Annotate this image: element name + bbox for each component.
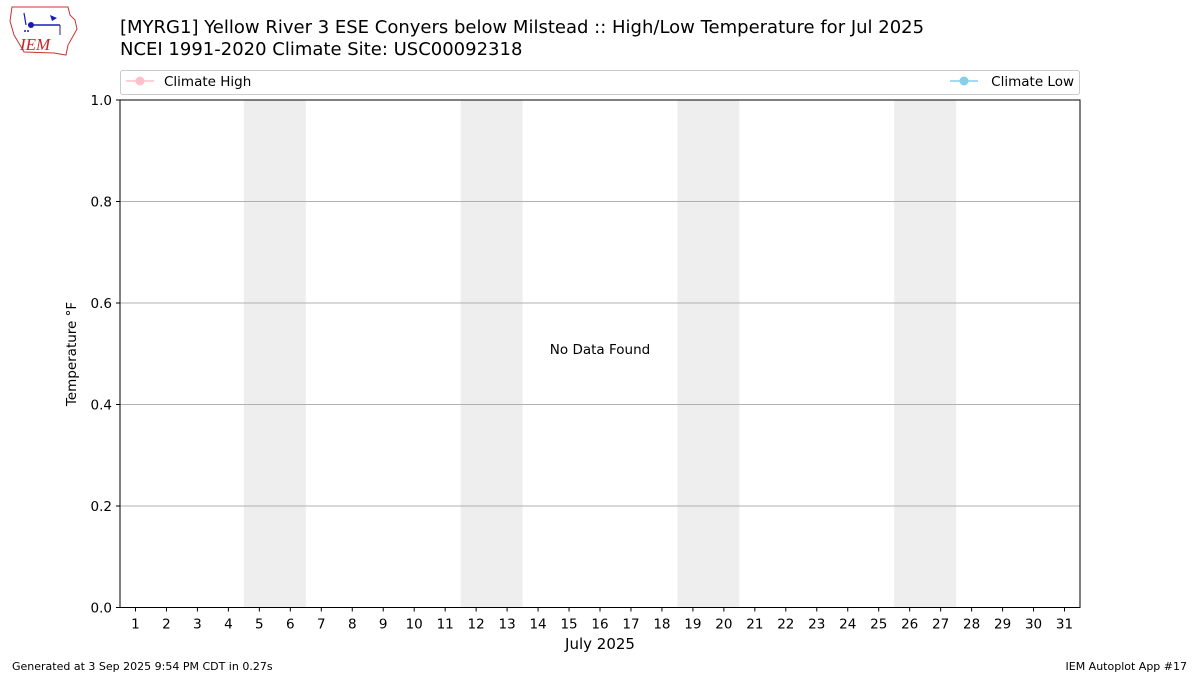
x-tick-label: 17 — [622, 617, 639, 633]
x-tick-label: 22 — [777, 617, 794, 633]
x-tick-label: 29 — [994, 617, 1011, 633]
generated-timestamp: Generated at 3 Sep 2025 9:54 PM CDT in 0… — [12, 660, 273, 673]
y-tick-label: 0.0 — [91, 601, 112, 617]
legend: Climate High Climate Low — [120, 70, 1080, 95]
x-tick-label: 4 — [224, 617, 233, 633]
x-tick-label: 19 — [684, 617, 701, 633]
x-tick-label: 23 — [808, 617, 825, 633]
x-tick-label: 18 — [653, 617, 670, 633]
app-credit: IEM Autoplot App #17 — [1065, 660, 1188, 673]
legend-low-marker — [959, 76, 969, 86]
x-tick-label: 14 — [529, 617, 546, 633]
y-axis-label: Temperature °F — [64, 302, 80, 407]
y-tick-label: 0.6 — [91, 296, 112, 312]
x-tick-label: 20 — [715, 617, 732, 633]
x-tick-label: 2 — [162, 617, 171, 633]
logo-text: IEM — [19, 35, 51, 54]
x-tick-label: 30 — [1025, 617, 1042, 633]
x-tick-label: 11 — [437, 617, 454, 633]
x-tick-label: 10 — [406, 617, 423, 633]
x-tick-label: 28 — [963, 617, 980, 633]
weekend-band — [243, 100, 306, 608]
x-tick-label: 21 — [746, 617, 763, 633]
x-tick-label: 24 — [839, 617, 856, 633]
x-tick-label: 7 — [317, 617, 326, 633]
legend-low-label: Climate Low — [991, 74, 1074, 90]
x-tick-label: 5 — [255, 617, 264, 633]
x-axis-label: July 2025 — [564, 635, 635, 653]
x-tick-label: 3 — [193, 617, 202, 633]
y-tick-label: 0.8 — [91, 195, 112, 211]
x-tick-label: 26 — [901, 617, 918, 633]
chart-subtitle: NCEI 1991-2020 Climate Site: USC00092318 — [120, 39, 523, 60]
x-tick-label: 16 — [591, 617, 608, 633]
weekend-band — [677, 100, 740, 608]
no-data-annotation: No Data Found — [550, 342, 650, 358]
weekend-band — [894, 100, 957, 608]
x-tick-label: 25 — [870, 617, 887, 633]
x-tick-label: 15 — [560, 617, 577, 633]
weekend-band — [460, 100, 523, 608]
x-tick-label: 31 — [1056, 617, 1073, 633]
x-tick-label: 13 — [499, 617, 516, 633]
y-tick-label: 0.2 — [91, 499, 112, 515]
x-tick-label: 9 — [379, 617, 388, 633]
x-tick-label: 8 — [348, 617, 357, 633]
x-tick-label: 6 — [286, 617, 295, 633]
y-tick-label: 1.0 — [91, 93, 112, 109]
legend-high-label: Climate High — [164, 74, 251, 90]
legend-high-marker — [135, 76, 145, 86]
x-tick-label: 27 — [932, 617, 949, 633]
y-tick-label: 0.4 — [91, 398, 112, 414]
x-tick-label: 12 — [468, 617, 485, 633]
x-tick-label: 1 — [131, 617, 140, 633]
chart-title: [MYRG1] Yellow River 3 ESE Conyers below… — [120, 17, 925, 38]
iem-logo-icon: IEM — [9, 6, 78, 56]
legend-frame — [120, 70, 1080, 95]
